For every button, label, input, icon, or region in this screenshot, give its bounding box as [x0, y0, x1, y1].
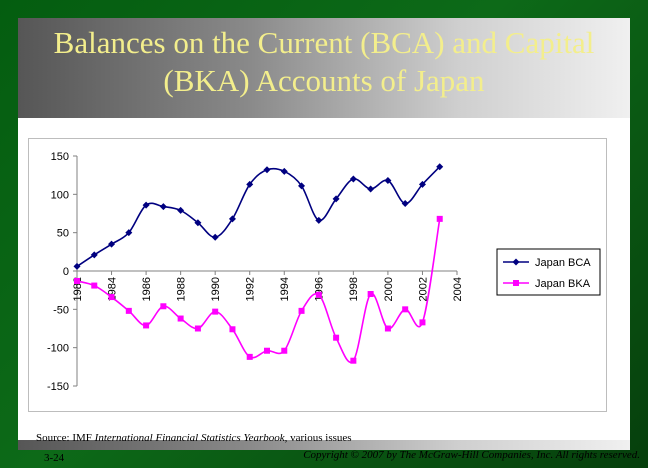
y-tick-label: 100	[51, 189, 69, 201]
y-tick-label: 50	[57, 228, 69, 240]
legend-label-japan-bka: Japan BKA	[535, 278, 591, 290]
source-suffix: various issues	[287, 432, 352, 444]
data-point-japan-bka	[74, 277, 80, 284]
data-point-japan-bka	[160, 303, 167, 310]
y-tick-label: 150	[51, 151, 69, 163]
data-point-japan-bka	[333, 334, 340, 341]
y-tick-label: -150	[47, 381, 69, 393]
data-point-japan-bca	[401, 200, 409, 208]
x-tick-label: 1994	[279, 277, 291, 301]
data-point-japan-bca	[436, 163, 444, 171]
data-point-japan-bka	[108, 294, 115, 301]
data-point-japan-bka	[91, 282, 98, 289]
x-tick-label: 1996	[314, 277, 326, 301]
data-point-japan-bca	[280, 167, 288, 175]
data-point-japan-bca	[228, 215, 236, 223]
data-point-japan-bca	[194, 219, 202, 227]
data-point-japan-bca	[367, 185, 375, 193]
data-point-japan-bka	[125, 307, 132, 314]
data-point-japan-bka	[402, 306, 409, 313]
legend: Japan BCA Japan BKA	[496, 248, 601, 296]
y-tick-label: 0	[63, 266, 69, 278]
x-tick-label: 1992	[245, 277, 257, 301]
legend-box	[496, 248, 601, 296]
data-point-japan-bca	[73, 262, 81, 270]
legend-marker-japan-bka	[513, 280, 519, 286]
slide-title: Balances on the Current (BCA) and Capita…	[18, 24, 630, 100]
data-point-japan-bca	[315, 216, 323, 224]
data-point-japan-bka	[246, 353, 253, 360]
title-line-2: (BKA) Accounts of Japan	[163, 63, 485, 98]
source-publication: International Financial Statistics Yearb…	[94, 432, 288, 444]
data-point-japan-bca	[90, 251, 98, 259]
series-line-japan-bka	[76, 218, 441, 364]
data-point-japan-bca	[418, 180, 426, 188]
data-point-japan-bca	[384, 177, 392, 185]
data-point-japan-bca	[298, 182, 306, 190]
data-point-japan-bca	[263, 166, 271, 174]
data-point-japan-bca	[108, 240, 116, 248]
source-prefix: Source: IMF	[36, 432, 95, 444]
data-point-japan-bca	[125, 229, 133, 237]
data-point-japan-bca	[349, 175, 357, 183]
data-point-japan-bka	[436, 215, 443, 222]
data-point-japan-bka	[212, 308, 219, 315]
slide-number: 3-24	[44, 452, 65, 464]
data-point-japan-bka	[229, 326, 236, 333]
data-point-japan-bka	[143, 322, 150, 329]
data-point-japan-bka	[194, 325, 201, 332]
legend-label-japan-bca: Japan BCA	[535, 257, 591, 269]
data-point-japan-bka	[315, 291, 322, 298]
x-tick-label: 1986	[141, 277, 153, 301]
data-point-japan-bca	[332, 195, 340, 203]
data-point-japan-bca	[211, 233, 219, 241]
data-point-japan-bka	[298, 307, 305, 314]
data-point-japan-bka	[281, 347, 288, 354]
data-point-japan-bka	[350, 357, 357, 364]
x-tick-label: 1988	[175, 277, 187, 301]
data-point-japan-bka	[384, 325, 391, 332]
data-point-japan-bca	[177, 206, 185, 214]
x-tick-label: 1990	[210, 277, 222, 301]
data-point-japan-bka	[367, 291, 374, 297]
title-line-1: Balances on the Current (BCA) and Capita…	[53, 25, 595, 60]
x-tick-label: 2004	[452, 277, 464, 301]
data-point-japan-bka	[419, 319, 426, 326]
data-point-japan-bka	[264, 347, 270, 354]
source-note: Source: IMF International Financial Stat…	[36, 432, 352, 444]
y-tick-label: -100	[47, 343, 69, 355]
series-line-japan-bca	[76, 166, 441, 268]
data-point-japan-bca	[142, 201, 150, 209]
copyright-notice: Copyright © 2007 by The McGraw-Hill Comp…	[303, 449, 640, 461]
legend-marker-japan-bca	[512, 258, 520, 266]
x-tick-label: 2002	[417, 277, 429, 301]
data-point-japan-bka	[177, 315, 184, 322]
data-point-japan-bca	[159, 203, 167, 211]
data-point-japan-bca	[246, 180, 254, 188]
x-tick-label: 1998	[348, 277, 360, 301]
y-tick-label: -50	[53, 304, 69, 316]
x-tick-label: 2000	[383, 277, 395, 301]
